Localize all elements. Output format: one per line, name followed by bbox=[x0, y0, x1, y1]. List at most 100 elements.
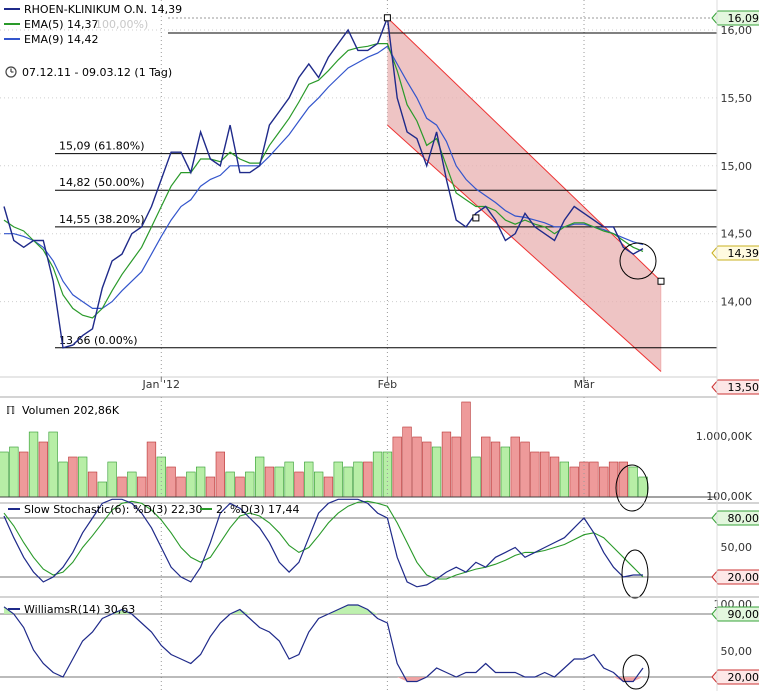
volume-bar bbox=[255, 457, 264, 497]
price-ytick-1: 15,50 bbox=[721, 92, 753, 105]
volume-bar bbox=[98, 482, 107, 497]
stoch-badge-20-text: 20,00 bbox=[728, 571, 759, 584]
volume-bar bbox=[580, 462, 589, 497]
volume-bar bbox=[196, 467, 205, 497]
badge-current-text: 14,39 bbox=[728, 247, 759, 260]
volume-bar bbox=[206, 477, 215, 497]
volume-bar bbox=[226, 472, 235, 497]
period-text: 07.12.11 - 09.03.12 (1 Tag) bbox=[22, 66, 172, 79]
volume-bar bbox=[452, 437, 461, 497]
price-ytick-2: 15,00 bbox=[721, 160, 753, 173]
fib-label-2: 14,55 (38.20%) bbox=[59, 213, 145, 226]
volume-label: Volumen 202,86K bbox=[22, 404, 120, 417]
volume-icon: ℿ bbox=[6, 404, 15, 417]
volume-bar bbox=[472, 457, 481, 497]
volume-bar bbox=[10, 447, 19, 497]
volume-bar bbox=[236, 477, 245, 497]
fib-label-3: 13,66 (0.00%) bbox=[59, 334, 138, 347]
volume-bar bbox=[59, 462, 68, 497]
stoch-tick-50: 50,00 bbox=[721, 541, 753, 554]
stoch-label-2: 2. %D(3) 17,44 bbox=[216, 503, 299, 516]
volume-bar bbox=[69, 457, 78, 497]
volume-bar bbox=[560, 462, 569, 497]
volume-bar bbox=[373, 452, 382, 497]
volume-bar bbox=[639, 477, 648, 497]
volume-bar bbox=[187, 472, 196, 497]
badge-high-text: 16,09 bbox=[728, 12, 759, 25]
volume-bar bbox=[304, 462, 313, 497]
volume-bar bbox=[334, 462, 343, 497]
volume-bar bbox=[128, 472, 137, 497]
volume-bar bbox=[344, 467, 353, 497]
volume-bar bbox=[275, 467, 284, 497]
volume-bar bbox=[0, 452, 8, 497]
volume-bar bbox=[570, 467, 579, 497]
channel-anchor-top[interactable] bbox=[384, 15, 390, 21]
volume-bar bbox=[324, 477, 333, 497]
volume-bar bbox=[629, 467, 638, 497]
xtick-label-0: Jan '12 bbox=[142, 378, 180, 391]
volume-tick-1000k: 1.000,00K bbox=[696, 430, 753, 443]
channel-anchor-mid[interactable] bbox=[473, 215, 479, 221]
williams-label: WilliamsR(14) 30,63 bbox=[24, 603, 135, 616]
volume-bar bbox=[383, 452, 392, 497]
volume-bar bbox=[78, 457, 87, 497]
badge-low-text: 13,50 bbox=[728, 381, 759, 394]
volume-bar bbox=[442, 432, 451, 497]
volume-bar bbox=[403, 427, 412, 497]
volume-bar bbox=[354, 462, 363, 497]
volume-bar bbox=[501, 447, 510, 497]
volume-bar bbox=[285, 462, 294, 497]
volume-bar bbox=[118, 477, 127, 497]
volume-bar bbox=[108, 462, 117, 497]
volume-bar bbox=[413, 437, 422, 497]
will-badge-90-text: 90,00 bbox=[728, 608, 759, 621]
volume-bar bbox=[39, 442, 48, 497]
xtick-label-1: Feb bbox=[378, 378, 397, 391]
volume-bar bbox=[540, 452, 549, 497]
volume-bar bbox=[531, 452, 540, 497]
volume-bar bbox=[29, 432, 38, 497]
volume-bar bbox=[314, 472, 323, 497]
volume-bar bbox=[550, 457, 559, 497]
volume-bar bbox=[599, 467, 608, 497]
period-label: 07.12.11 - 09.03.12 (1 Tag) bbox=[6, 66, 172, 79]
volume-bar bbox=[295, 472, 304, 497]
volume-bar bbox=[19, 452, 28, 497]
legend-ema9: EMA(9) 14,42 bbox=[24, 33, 99, 46]
will-tick-50: 50,00 bbox=[721, 645, 753, 658]
volume-bar bbox=[265, 467, 274, 497]
volume-tick-100k: 100,00K bbox=[706, 490, 752, 503]
volume-bar bbox=[619, 462, 628, 497]
legend-ema5: EMA(5) 14,37 bbox=[24, 18, 99, 31]
volume-bar bbox=[177, 477, 186, 497]
volume-bar bbox=[422, 442, 431, 497]
fib-label-0: 15,09 (61.80%) bbox=[59, 140, 145, 153]
volume-bar bbox=[88, 472, 97, 497]
price-ytick-3: 14,50 bbox=[721, 228, 753, 241]
volume-bar bbox=[363, 462, 372, 497]
volume-bar bbox=[49, 432, 58, 497]
volume-bar bbox=[590, 462, 599, 497]
price-ytick-4: 14,00 bbox=[721, 296, 753, 309]
volume-bar bbox=[481, 437, 490, 497]
fib-label-1: 14,82 (50.00%) bbox=[59, 176, 145, 189]
volume-bar bbox=[462, 402, 471, 497]
volume-bar bbox=[167, 467, 176, 497]
channel-anchor-end[interactable] bbox=[658, 278, 664, 284]
legend-faint-label: 100,00%) bbox=[95, 18, 148, 31]
volume-bar bbox=[245, 472, 254, 497]
volume-bar bbox=[393, 437, 402, 497]
xtick-label-2: Mär bbox=[574, 378, 595, 391]
volume-bar bbox=[432, 447, 441, 497]
volume-bar bbox=[147, 442, 156, 497]
volume-bar bbox=[137, 477, 146, 497]
volume-bar bbox=[491, 442, 500, 497]
stoch-badge-80-text: 80,00 bbox=[728, 512, 759, 525]
volume-bar bbox=[521, 442, 530, 497]
stoch-label: Slow Stochastic(6): %D(3) 22,30 bbox=[24, 503, 202, 516]
price-ytick-0: 16,00 bbox=[721, 24, 753, 37]
volume-bar bbox=[511, 437, 520, 497]
legend-price: RHOEN-KLINIKUM O.N. 14,39 bbox=[24, 3, 182, 16]
